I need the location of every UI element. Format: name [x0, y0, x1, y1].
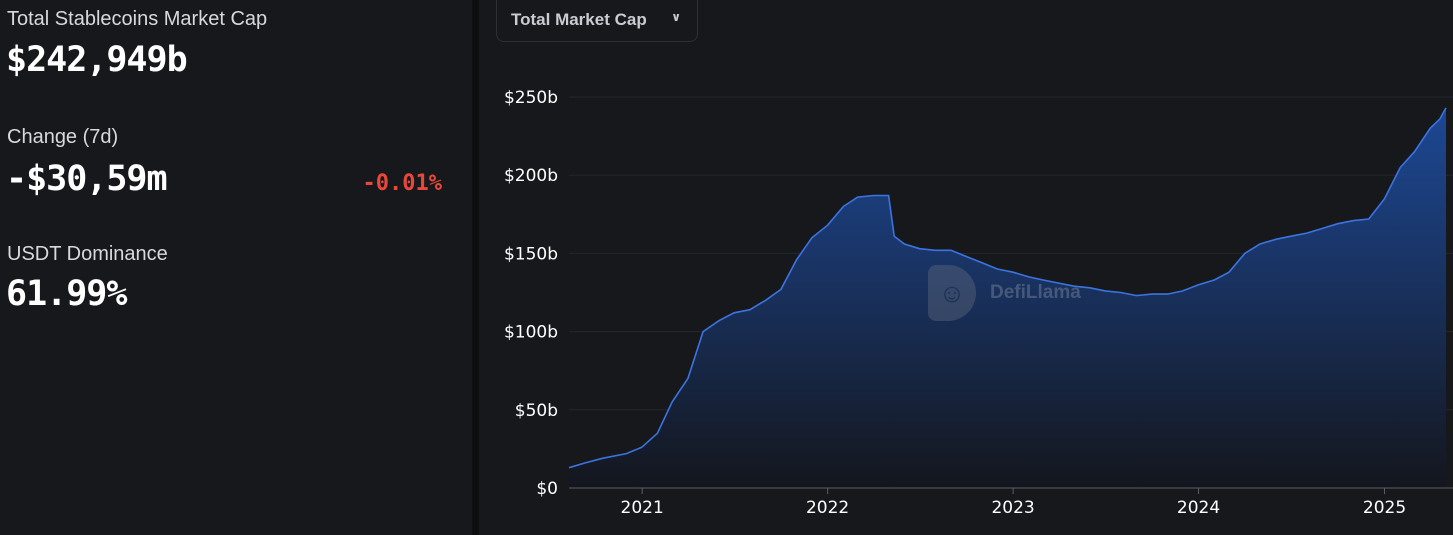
y-tick-label: $150b	[504, 244, 558, 264]
change-value: -$30,59m	[6, 159, 168, 199]
x-tick-label: 2024	[1177, 498, 1220, 518]
change-percent: -0.01%	[362, 171, 442, 196]
llama-logo-icon: ☺	[928, 265, 976, 321]
dropdown-label: Total Market Cap	[511, 10, 647, 29]
market-cap-label: Total Stablecoins Market Cap	[7, 8, 268, 30]
y-tick-label: $250b	[504, 88, 558, 108]
watermark: ☺ DefiLlama	[928, 265, 1081, 321]
dominance-value: 61.99%	[6, 274, 127, 314]
y-tick-label: $100b	[504, 323, 558, 343]
change-label: Change (7d)	[7, 126, 119, 148]
x-tick-label: 2022	[806, 498, 849, 518]
series-area	[569, 107, 1446, 489]
metric-dropdown[interactable]: Total Market Cap ∨	[496, 0, 698, 42]
x-tick-label: 2021	[621, 498, 664, 518]
chevron-down-icon: ∨	[671, 10, 681, 24]
x-tick-label: 2025	[1363, 498, 1406, 518]
y-tick-label: $200b	[504, 166, 558, 186]
y-tick-label: $50b	[515, 401, 558, 421]
watermark-text: DefiLlama	[990, 282, 1081, 303]
series-line	[568, 107, 1447, 469]
y-tick-label: $0	[536, 479, 558, 499]
market-cap-value: $242,949b	[6, 40, 188, 80]
x-tick-label: 2023	[991, 498, 1034, 518]
stats-panel: Total Stablecoins Market Cap $242,949b C…	[0, 0, 472, 535]
dominance-label: USDT Dominance	[7, 243, 168, 265]
